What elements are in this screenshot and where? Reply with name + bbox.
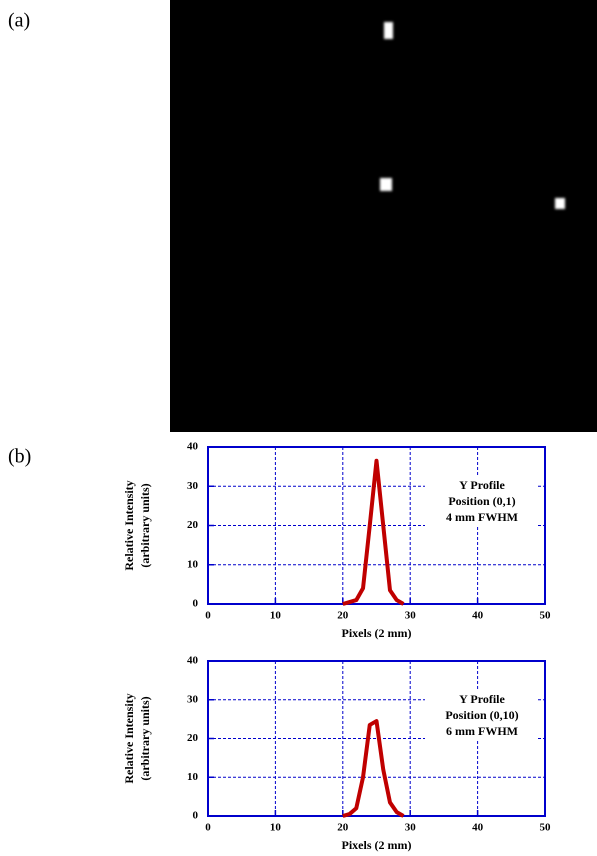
x-tick-label: 0 (205, 822, 211, 834)
y-tick-label: 20 (187, 519, 199, 531)
y-axis-label: Relative Intensity (122, 693, 136, 783)
image-panel (170, 0, 597, 432)
annotation: 6 mm FWHM (446, 724, 518, 738)
spot (380, 178, 392, 191)
y-axis-label: Relative Intensity (122, 480, 136, 570)
x-tick-label: 20 (337, 610, 349, 622)
spot (555, 198, 565, 209)
spot (384, 22, 393, 39)
panel-label: (a) (8, 10, 30, 32)
x-tick-label: 50 (540, 610, 552, 622)
data-line (343, 461, 404, 604)
y-tick-label: 10 (187, 558, 199, 570)
y-tick-label: 0 (193, 810, 199, 822)
image-background (170, 0, 597, 432)
annotation: Y Profile (459, 692, 505, 706)
x-axis-label: Pixels (2 mm) (342, 626, 412, 640)
x-tick-label: 10 (270, 610, 282, 622)
x-tick-label: 50 (540, 822, 552, 834)
y-tick-label: 40 (187, 655, 199, 667)
y-tick-label: 30 (187, 480, 199, 492)
y-tick-label: 0 (193, 598, 199, 610)
annotation: 4 mm FWHM (446, 510, 518, 524)
y-axis-label: (arbitrary units) (138, 696, 152, 780)
y-tick-label: 20 (187, 732, 199, 744)
data-line (343, 721, 404, 816)
figure: (a) (b) 0 10 20 30 40 50 0 10 20 30 40 Y Profile Pos… (0, 0, 597, 856)
panel-label: (b) (8, 446, 31, 468)
x-tick-label: 30 (405, 822, 417, 834)
annotation: Position (0,1) (448, 494, 515, 508)
x-axis-label: Pixels (2 mm) (342, 838, 412, 852)
x-tick-label: 40 (472, 822, 484, 834)
annotation: Position (0,10) (445, 708, 518, 722)
x-tick-label: 30 (405, 610, 417, 622)
x-tick-label: 20 (337, 822, 349, 834)
x-tick-label: 0 (205, 610, 211, 622)
x-tick-label: 10 (270, 822, 282, 834)
x-tick-label: 40 (472, 610, 484, 622)
annotation: Y Profile (459, 478, 505, 492)
y-tick-label: 30 (187, 693, 199, 705)
y-axis-label: (arbitrary units) (138, 483, 152, 567)
y-tick-label: 40 (187, 441, 199, 453)
y-tick-label: 10 (187, 771, 199, 783)
